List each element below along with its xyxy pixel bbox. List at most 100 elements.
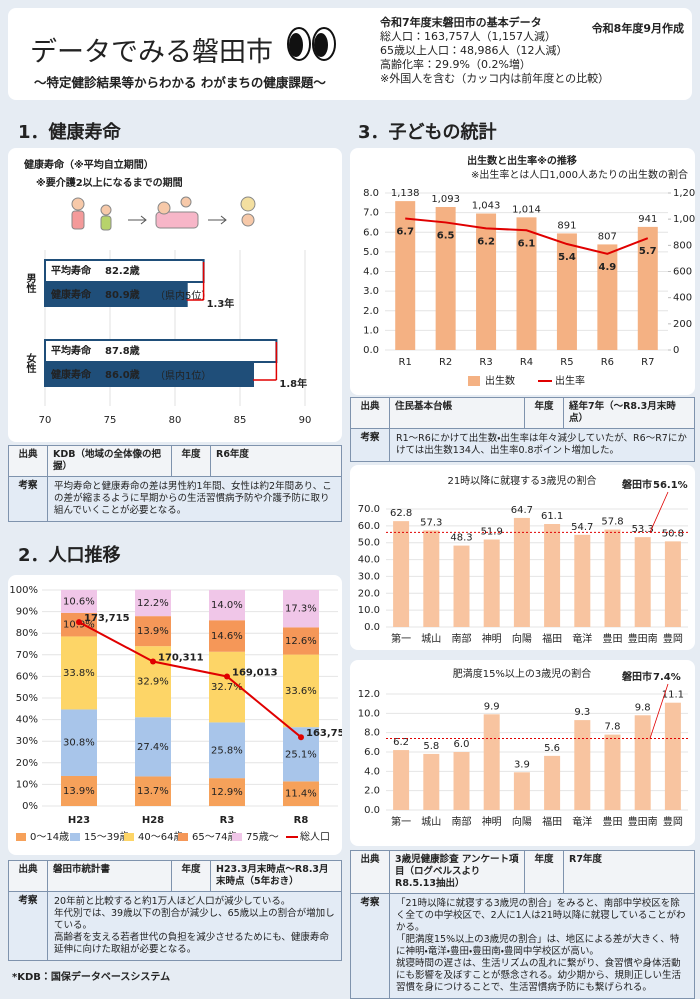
- x-tick-label: R5: [560, 357, 573, 368]
- segment-label: 30.8%: [63, 738, 95, 749]
- y-tick-label: 20%: [16, 758, 38, 769]
- bar-series-name: 健康寿命: [50, 368, 92, 381]
- y-tick-label: 60.0: [358, 521, 380, 532]
- bar: [483, 539, 500, 627]
- table-label: 年度: [172, 861, 211, 891]
- segment-label: 33.8%: [63, 668, 95, 679]
- bar-value-label: 5.8: [423, 741, 439, 752]
- bar-value-label: 9.8: [635, 702, 651, 713]
- table-row: 考察 R1～R6にかけて出生数・出生率は年々減少していたが、R6～R7にかけては出…: [351, 429, 694, 461]
- population-chart: 0% 10% 20% 30% 40% 50% 60% 70% 80% 90% 100% H23 H28 R…: [8, 575, 342, 855]
- date: 令和8年度9月作成: [591, 22, 684, 35]
- note-cell: 20年前と比較すると約1万人ほど人口が減少している。 年代別では、39歳以下の割合…: [48, 892, 341, 960]
- line-value-label: 6.1: [518, 238, 536, 249]
- note-cell: 平均寿命と健康寿命の差は男性約1年間、女性は約2年間あり、この差が縮まるように早…: [48, 477, 341, 521]
- gap-label: 1.3年: [207, 297, 235, 310]
- source-table: 出典 磐田市統計書 年度 H23.3月末時点～R8.3月末時点（5年おき） 考察 20年前…: [8, 860, 342, 961]
- table-row: 考察 平均寿命と健康寿命の差は男性約1年間、女性は約2年間あり、この差が縮まるよう…: [9, 477, 341, 521]
- bar: [395, 201, 416, 350]
- x-tick-label: R7: [641, 357, 654, 368]
- table-row: 考察 「21時以降に就寝する3歳児の割合」をみると、南部中学校区を除く全ての中学校…: [351, 894, 694, 998]
- bar-value-label: 53.3: [632, 524, 654, 535]
- legend-swatch: [468, 376, 480, 386]
- x-tick-label: 城山: [421, 816, 441, 828]
- x-tick-label: 豊田南: [628, 632, 658, 645]
- source-cell: 住民基本台帳: [390, 398, 525, 428]
- line-value-label: 169,013: [232, 667, 278, 678]
- segment-label: 14.6%: [211, 631, 243, 642]
- note-cell: 「21時以降に就寝する3歳児の割合」をみると、南部中学校区を除く全ての中学校区で…: [390, 894, 694, 998]
- line-value-label: 170,311: [158, 652, 204, 663]
- x-tick-label: 豊岡: [663, 632, 683, 645]
- segment-label: 32.7%: [211, 682, 243, 693]
- x-tick-label: 神明: [482, 632, 502, 645]
- y2-tick-label: 600: [673, 267, 692, 278]
- bar-note: （県内1位）: [155, 369, 211, 382]
- bar-value-label: 57.8: [601, 517, 623, 528]
- legend-label: 40～64歳: [138, 831, 183, 843]
- segment-label: 12.6%: [285, 636, 317, 647]
- y-tick-label: 90%: [16, 607, 38, 618]
- bar-value-label: 64.7: [511, 505, 533, 516]
- y-tick-label: 0.0: [363, 345, 379, 356]
- line: [78, 621, 302, 738]
- segment-label: 25.1%: [285, 749, 317, 760]
- basic-data-line: 総人口：163,757人（1,157人減）: [380, 30, 556, 43]
- bar: [574, 720, 591, 810]
- x-tick-label: 70: [39, 415, 52, 426]
- y-tick-label: 0%: [22, 801, 38, 812]
- x-tick-label: 85: [234, 415, 247, 426]
- segment-label: 33.6%: [285, 686, 317, 697]
- gap-bracket: [253, 342, 278, 381]
- segment-label: 12.2%: [137, 598, 169, 609]
- line-value-label: 5.4: [558, 252, 576, 263]
- table-label: 出典: [9, 446, 48, 476]
- bar-segment: [283, 781, 319, 806]
- bar: [597, 244, 618, 350]
- pupil: [289, 33, 303, 57]
- y-tick-label: 0.0: [364, 622, 380, 633]
- y-tick-label: 50.0: [358, 538, 380, 549]
- bar-note: （県内5位）: [155, 289, 211, 302]
- y-tick-label: 12.0: [358, 689, 380, 700]
- year-cell: 経年7年（～R8.3月末時点）: [569, 401, 676, 424]
- legend-label: 0～14歳: [30, 831, 69, 843]
- table-row: 出典 3歳児健康診査 アンケート項目（ログベルスよりR8.5.13抽出） 年度 R7年…: [351, 851, 694, 894]
- bar-value-label: 48.3: [450, 533, 472, 544]
- legend-swatch: [232, 833, 242, 841]
- note-cell: R1～R6にかけて出生数・出生率は年々減少していたが、R6～R7にかけては出生数…: [390, 429, 694, 461]
- bar-series-name: 平均寿命: [51, 344, 92, 357]
- section-heading: 1．健康寿命: [18, 122, 121, 143]
- x-tick-label: H28: [142, 815, 164, 826]
- reference-label: 磐田市: [622, 670, 652, 683]
- y-tick-label: 10%: [16, 779, 38, 790]
- bar-value-label: 6.2: [393, 737, 409, 748]
- bar-value-label: 7.8: [605, 722, 621, 733]
- note-line: 「21時以降に就寝する3歳児の割合」をみると、南部中学校区を除く全ての中学校区で…: [396, 898, 686, 933]
- legend-swatch: [70, 833, 80, 841]
- x-tick-label: 神明: [482, 815, 502, 828]
- table-label: 年度: [525, 398, 564, 428]
- x-tick-label: 90: [299, 415, 312, 426]
- table-row: 考察 20年前と比較すると約1万人ほど人口が減少している。 年代別では、39歳以下の…: [9, 892, 341, 960]
- reference-value-label: 7.4%: [653, 672, 681, 683]
- reference-value-label: 56.1%: [653, 480, 688, 491]
- bar-segment: [135, 616, 171, 647]
- y-tick-label: 50%: [16, 693, 38, 704]
- reference-leader: [649, 683, 669, 739]
- legend-label: 75歳～: [246, 831, 279, 843]
- x-tick-label: 豊岡: [663, 815, 683, 828]
- x-tick-label: 福田: [542, 815, 562, 828]
- bar: [483, 714, 500, 810]
- note-line: 就寝時間の遅さは、生活リズムの乱れに繋がり、食習慣や身体活動にも影響を及ぼすこと…: [396, 958, 682, 993]
- basic-data: 令和7年度末磐田市の基本データ 総人口：163,757人（1,157人減） 65…: [380, 16, 609, 86]
- segment-label: 13.9%: [137, 626, 169, 637]
- y-tick-label: 10.0: [358, 708, 380, 719]
- x-tick-label: 豊田: [603, 632, 623, 645]
- x-tick-label: R1: [399, 357, 412, 368]
- x-tick-label: R3: [479, 357, 492, 368]
- table-row: 出典 KDB（地域の全体像の把握） 年度 R6年度: [9, 446, 341, 477]
- line-value-label: 6.5: [437, 230, 455, 241]
- bar: [556, 233, 577, 350]
